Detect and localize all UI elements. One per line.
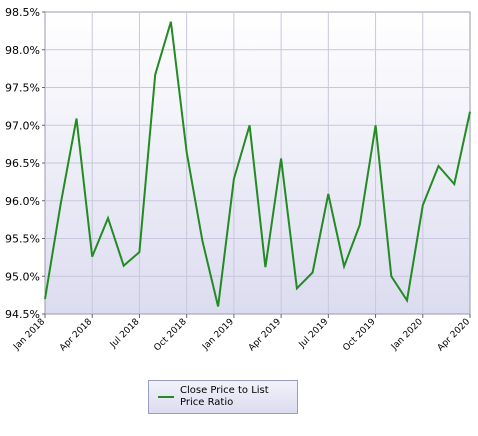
x-tick-label: Jan 2020 — [389, 317, 425, 353]
data-point — [359, 224, 361, 226]
x-tick-label: Apr 2020 — [436, 317, 472, 353]
data-point — [154, 74, 156, 76]
x-tick-label: Jul 2019 — [297, 317, 331, 351]
data-point — [438, 165, 440, 167]
x-tick-label: Jul 2018 — [108, 317, 142, 351]
y-tick-label: 94.5% — [5, 308, 40, 321]
data-point — [75, 117, 77, 119]
data-point — [296, 287, 298, 289]
series-line — [44, 21, 471, 307]
x-tick-label: Oct 2018 — [152, 317, 188, 353]
y-tick-label: 95.5% — [5, 233, 40, 246]
data-point — [453, 183, 455, 185]
data-point — [375, 124, 377, 126]
data-point — [327, 193, 329, 195]
data-point — [60, 203, 62, 205]
data-point — [44, 298, 46, 300]
data-point — [469, 111, 471, 113]
y-tick-label: 96.5% — [5, 157, 40, 170]
data-point — [390, 275, 392, 277]
data-point — [91, 256, 93, 258]
y-tick-label: 95.0% — [5, 270, 40, 283]
y-tick-label: 96.0% — [5, 195, 40, 208]
y-tick-label: 97.5% — [5, 82, 40, 95]
data-point — [343, 265, 345, 267]
series-layer — [44, 21, 471, 307]
data-point — [312, 271, 314, 273]
y-tick-label: 97.0% — [5, 119, 40, 132]
x-tick-label: Jan 2019 — [200, 317, 236, 353]
x-tick-label: Oct 2019 — [341, 317, 377, 353]
x-tick-label: Jan 2018 — [11, 317, 47, 353]
data-point — [217, 305, 219, 307]
data-point — [422, 204, 424, 206]
data-point — [138, 251, 140, 253]
data-point — [280, 157, 282, 159]
data-point — [264, 266, 266, 268]
data-point — [201, 240, 203, 242]
legend-swatch — [158, 396, 174, 398]
legend-label: Close Price to List Price Ratio — [180, 385, 269, 408]
data-point — [249, 124, 251, 126]
y-axis: 94.5% 95.0% 95.5% 96.0% 96.5% 97.0% 97.5% 98.0%… — [5, 6, 45, 321]
y-tick-label: 98.5% — [5, 6, 40, 19]
y-tick-label: 98.0% — [5, 44, 40, 57]
data-point — [186, 151, 188, 153]
data-point — [107, 217, 109, 219]
x-tick-label: Apr 2019 — [247, 317, 283, 353]
data-point — [406, 299, 408, 301]
x-axis: Jan 2018 Apr 2018 Jul 2018 Oct 2018 Jan 2019… — [11, 314, 472, 353]
data-point — [123, 265, 125, 267]
x-tick-label: Apr 2018 — [58, 317, 94, 353]
grid-lines — [45, 12, 470, 314]
data-point — [170, 21, 172, 23]
legend: Close Price to List Price Ratio — [148, 380, 298, 414]
data-point — [233, 178, 235, 180]
